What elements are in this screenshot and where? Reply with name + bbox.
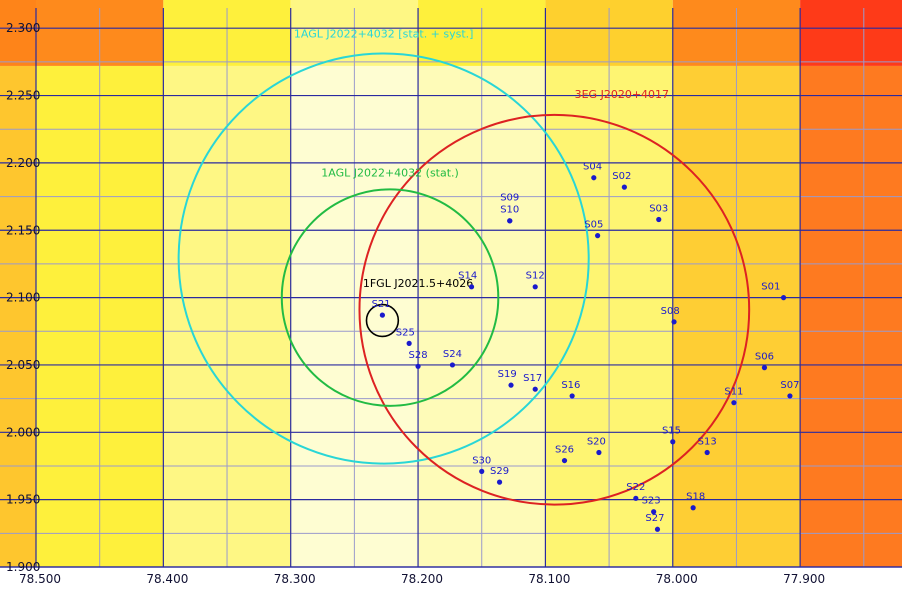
source-label: S18 (686, 492, 705, 503)
y-tick-label: 2.250 (6, 89, 40, 103)
x-tick-label: 78.100 (528, 572, 570, 586)
source-label: S30 (472, 455, 491, 466)
source-point (532, 386, 538, 392)
source-point (596, 449, 602, 456)
source-label: S27 (645, 513, 664, 524)
circle-label: 1AGL J2022+4032 [stat. + syst.] (294, 28, 474, 41)
source-point (704, 449, 710, 456)
source-point (379, 312, 385, 318)
source-point (670, 439, 676, 445)
error-circle (280, 188, 500, 407)
source-label: S22 (626, 482, 645, 493)
y-tick-label: 2.300 (6, 21, 40, 35)
source-point (479, 468, 485, 474)
error-circle (358, 113, 751, 506)
source-point (651, 509, 657, 515)
source-label: S08 (661, 306, 680, 317)
x-tick-label: 78.200 (401, 572, 443, 586)
top-strip-band (0, 0, 164, 66)
source-point (591, 175, 597, 181)
source-point (787, 393, 793, 399)
x-tick-label: 78.000 (656, 572, 698, 586)
source-label: S26 (555, 445, 574, 456)
source-label: S05 (584, 220, 603, 231)
source-label: S02 (612, 171, 631, 182)
source-point (532, 284, 538, 290)
source-label: S25 (396, 327, 415, 338)
source-label: S16 (561, 380, 580, 391)
y-tick-label: 1.950 (6, 493, 40, 507)
source-point (561, 457, 568, 464)
source-point (496, 479, 503, 485)
x-tick-label: 78.300 (274, 572, 316, 586)
source-label: S14 (458, 271, 477, 282)
grid-lines (0, 8, 902, 568)
source-point (656, 216, 662, 223)
source-label: S24 (443, 349, 462, 360)
source-label: S29 (490, 466, 509, 477)
source-label: S12 (526, 271, 545, 282)
source-label: S23 (642, 496, 661, 507)
y-tick-label: 2.150 (6, 223, 40, 237)
source-point (654, 526, 661, 532)
source-label: S06 (755, 352, 774, 363)
source-point (569, 393, 575, 399)
x-tick-label: 78.400 (146, 572, 188, 586)
left-margin-band (0, 0, 36, 567)
y-tick-label: 2.100 (6, 291, 40, 305)
y-tick-label: 2.050 (6, 358, 40, 372)
bottom-axis-area (0, 567, 902, 594)
source-point (508, 382, 514, 388)
source-point (731, 400, 737, 406)
source-point (621, 184, 627, 190)
source-point (406, 340, 412, 346)
error-circle (365, 303, 400, 338)
source-point (633, 495, 639, 501)
source-label: S10 (500, 205, 519, 216)
source-label: S19 (498, 369, 517, 380)
source-label: S21 (372, 299, 391, 310)
source-label: S09 (500, 193, 519, 204)
source-label: S11 (724, 387, 743, 398)
source-point (671, 319, 677, 325)
circle-label: 3EG J2020+4017 (575, 88, 669, 101)
background-band (0, 65, 164, 568)
y-tick-label: 2.000 (6, 425, 40, 439)
source-label: S03 (649, 203, 668, 214)
circle-label: 1FGL J2021.5+4026 (363, 277, 473, 290)
axis-ticks: 2.300 2.250 2.200 2.150 2.100 2.050 2.000 1.950… (6, 21, 825, 586)
top-strip-band (800, 0, 902, 66)
circle-label: 1AGL J2022+4032 (stat.) (321, 166, 459, 179)
y-tick-label: 2.200 (6, 156, 40, 170)
y-tick-label: 1.900 (6, 560, 40, 574)
source-point (595, 233, 601, 239)
source-point (761, 365, 768, 371)
source-label: S07 (780, 380, 799, 391)
source-label: S20 (587, 436, 606, 447)
source-point (507, 218, 513, 224)
source-point (468, 284, 475, 290)
source-label: S17 (523, 373, 542, 384)
source-point (780, 295, 787, 301)
background-band (800, 65, 902, 568)
x-tick-label: 77.900 (783, 572, 825, 586)
source-label: S04 (583, 162, 602, 173)
source-label: S01 (761, 282, 780, 293)
source-point (690, 505, 696, 511)
source-label: S15 (662, 426, 681, 437)
source-point (415, 363, 421, 369)
error-circle (177, 52, 590, 465)
x-tick-label: 78.500 (19, 572, 61, 586)
source-label: S13 (698, 436, 717, 447)
error-circles: 1AGL J2022+4032 [stat. + syst.] 3EG J2020… (177, 28, 751, 506)
source-point (449, 362, 456, 368)
source-label: S28 (409, 350, 428, 361)
